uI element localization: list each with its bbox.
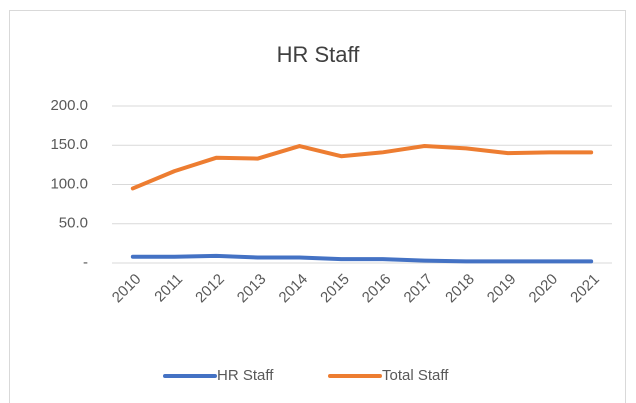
y-tick-label: 50.0 xyxy=(59,215,88,232)
y-tick-label: 100.0 xyxy=(50,175,88,192)
series-line xyxy=(130,253,594,264)
y-tick-label: 200.0 xyxy=(50,97,88,114)
y-tick-label: 150.0 xyxy=(50,136,88,153)
chart-border xyxy=(9,10,626,403)
chart-title: HR Staff xyxy=(277,42,361,67)
series-line xyxy=(130,144,594,191)
legend-label: HR Staff xyxy=(217,367,274,384)
legend-label: Total Staff xyxy=(382,367,449,384)
y-tick-label: - xyxy=(83,254,88,271)
